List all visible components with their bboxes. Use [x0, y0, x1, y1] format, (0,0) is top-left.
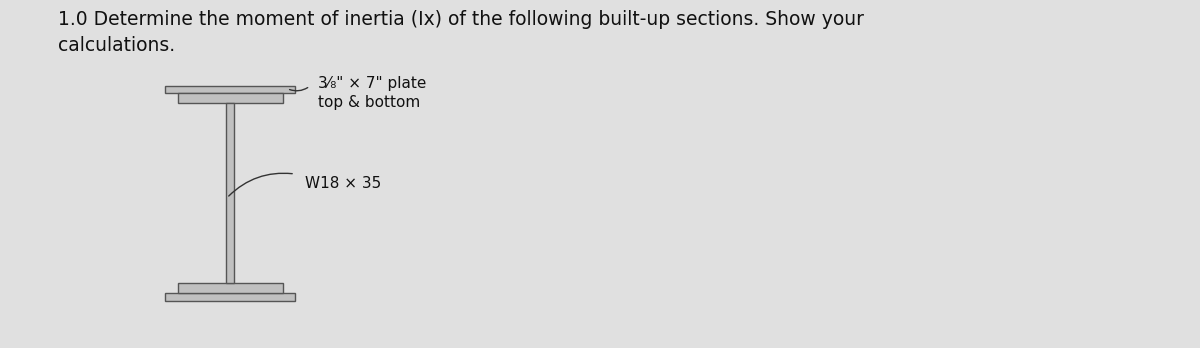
Bar — [178, 283, 282, 293]
Bar — [166, 293, 295, 301]
Text: W18 × 35: W18 × 35 — [305, 176, 382, 191]
Bar — [226, 103, 234, 283]
Bar — [178, 93, 282, 103]
Text: 1.0 Determine the moment of inertia (Ix) of the following built-up sections. Sho: 1.0 Determine the moment of inertia (Ix)… — [58, 10, 864, 55]
Text: 3⁄₈" × 7" plate
top & bottom: 3⁄₈" × 7" plate top & bottom — [318, 76, 426, 110]
Bar — [166, 86, 295, 93]
